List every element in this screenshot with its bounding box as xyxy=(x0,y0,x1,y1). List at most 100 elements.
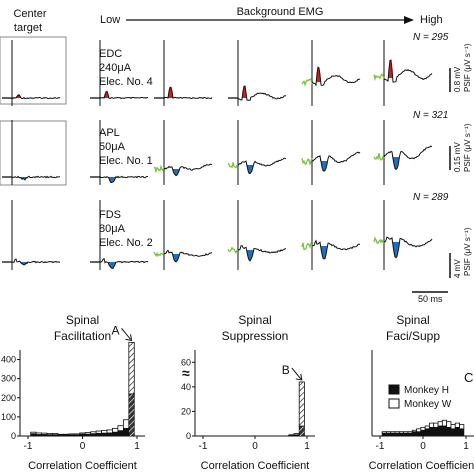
row3-muscle: FDS xyxy=(99,209,121,221)
response-trace-r3-c3 xyxy=(163,249,213,263)
bar-3-monkey-h-13 xyxy=(437,425,443,437)
bar-3-monkey-w-18 xyxy=(459,424,465,430)
row3-scale-value: 4 mV xyxy=(453,259,462,278)
bar-3-monkey-w-17 xyxy=(454,422,460,428)
histogram-1-xtick-label: 1 xyxy=(134,441,140,452)
bar-1-monkey-h-15 xyxy=(112,431,119,437)
histogram-2-xtick-label: 1 xyxy=(304,441,310,452)
bar-1-monkey-w-0 xyxy=(30,431,37,435)
trace-r3-c4 xyxy=(227,200,286,270)
legend: Monkey H Monkey W xyxy=(388,384,452,410)
bar-3-monkey-w-12 xyxy=(433,422,439,428)
response-trace-r2-c4 xyxy=(237,157,287,175)
histogram-2-ytick-label: 40 xyxy=(181,382,191,392)
bar-3-monkey-w-4 xyxy=(398,431,405,434)
row1-muscle: EDC xyxy=(99,48,122,60)
histogram-2-marker-arrow xyxy=(291,367,302,380)
bar-3-monkey-h-15 xyxy=(446,426,452,437)
histogram-2-ytick-label: 0 xyxy=(186,431,191,441)
bar-2-monkey-w-18 xyxy=(298,381,305,427)
center-target-label-1: Center xyxy=(13,8,46,20)
low-label: Low xyxy=(100,14,120,26)
histogram-1-marker-letter: A xyxy=(112,323,120,337)
legend-swatch-monkey-w xyxy=(388,398,400,409)
row2-electrode: Elec. No. 1 xyxy=(99,155,153,167)
bar-3-monkey-h-17 xyxy=(454,426,460,437)
histogram-2-marker-letter: B xyxy=(282,363,290,377)
histogram-2-xlabel: Correlation Coefficient xyxy=(201,460,310,472)
bar-3-monkey-h-18 xyxy=(459,428,465,437)
response-trace-r2-c5 xyxy=(311,151,361,172)
row2-n-label: N = 321 xyxy=(413,110,448,121)
legend-label-monkey-w: Monkey W xyxy=(404,399,452,410)
bar-3-monkey-h-12 xyxy=(433,426,439,437)
response-trace-r3-c6 xyxy=(383,236,433,259)
trace-r2-c1 xyxy=(2,120,61,185)
effect-fill-r1-c6 xyxy=(388,60,393,82)
histogram-3-title-2: Faci/Supp xyxy=(386,329,440,343)
row3-n-label: N = 289 xyxy=(413,192,449,203)
bar-3-monkey-w-10 xyxy=(424,425,430,430)
response-trace-r2-c1 xyxy=(11,175,61,181)
response-trace-r1-c1 xyxy=(11,94,61,100)
trace-r2-c6 xyxy=(373,120,433,185)
bar-3-monkey-h-3 xyxy=(394,432,400,437)
histogram-3-xlabel: Correlation Coefficient xyxy=(369,460,474,472)
histogram-2-title-2: Suppression xyxy=(222,329,289,343)
histogram-1-marker-arrow xyxy=(121,328,131,340)
response-trace-r2-c2 xyxy=(99,175,149,184)
bar-2-monkey-w-17 xyxy=(293,433,300,436)
bar-1-monkey-w-1 xyxy=(35,432,43,435)
trace-r1-c2 xyxy=(90,40,149,106)
histogram-2-ytick-label: 60 xyxy=(181,357,191,367)
baseline-r2-c5 xyxy=(301,157,313,167)
bar-3-monkey-w-7 xyxy=(411,429,417,433)
bar-3-monkey-h-1 xyxy=(386,432,392,437)
baseline-r3-c6 xyxy=(373,236,385,244)
effect-fill-r1-c5 xyxy=(316,67,321,86)
trace-r2-c2 xyxy=(90,120,149,185)
trace-r3-c1 xyxy=(2,200,61,270)
trace-r1-c5 xyxy=(301,40,361,106)
baseline-r2-c3 xyxy=(153,164,165,174)
bar-1-monkey-w-13 xyxy=(101,430,108,434)
bar-2-monkey-h-hatch-18 xyxy=(299,426,305,436)
bar-1-monkey-w-10 xyxy=(84,432,92,435)
bar-1-monkey-w-5 xyxy=(57,433,64,436)
bar-3-monkey-w-9 xyxy=(420,426,426,431)
effect-fill-r1-c3 xyxy=(168,87,173,99)
bar-1-monkey-w-15 xyxy=(112,427,119,433)
trace-r3-c6 xyxy=(373,200,433,270)
bar-1-monkey-h-13 xyxy=(101,432,108,437)
center-target-label-2: target xyxy=(14,22,42,34)
response-trace-r1-c3 xyxy=(163,86,213,100)
response-trace-r3-c4 xyxy=(237,245,286,262)
time-scale-label: 50 ms xyxy=(418,294,443,304)
row2-scale-value: 0.15 mV xyxy=(453,142,462,172)
bar-3-monkey-h-16 xyxy=(450,428,456,437)
bar-3-monkey-w-0 xyxy=(381,431,387,434)
row3-electrode: Elec. No. 2 xyxy=(99,237,153,249)
trace-r3-c2 xyxy=(90,200,149,270)
bar-3-monkey-h-10 xyxy=(424,428,430,437)
histogram-3-title-1: Spinal xyxy=(396,313,429,327)
trace-r2-c4 xyxy=(227,120,287,185)
row1-electrode: Elec. No. 4 xyxy=(99,76,153,88)
bar-1-monkey-h-16 xyxy=(117,430,124,437)
bar-3-monkey-w-3 xyxy=(394,431,400,434)
baseline-r3-c5 xyxy=(301,242,313,251)
histogram-2-title-1: Spinal xyxy=(238,313,271,327)
legend-label-monkey-h: Monkey H xyxy=(404,385,449,396)
row2-current: 50μA xyxy=(99,141,126,153)
histogram-1-ytick-label: 100 xyxy=(1,412,16,422)
bar-1-monkey-w-8 xyxy=(73,433,81,436)
histogram-1-ytick-label: 400 xyxy=(1,355,16,365)
bar-3-monkey-h-6 xyxy=(407,432,413,437)
histogram-1-marker-arrowhead xyxy=(125,334,133,341)
histogram-3-xtick-label: 1 xyxy=(463,441,469,452)
bar-3-monkey-h-0 xyxy=(381,432,387,437)
bar-1-monkey-h-14 xyxy=(106,432,113,437)
center-target-box-1 xyxy=(0,36,67,105)
response-trace-r3-c5 xyxy=(311,239,360,260)
